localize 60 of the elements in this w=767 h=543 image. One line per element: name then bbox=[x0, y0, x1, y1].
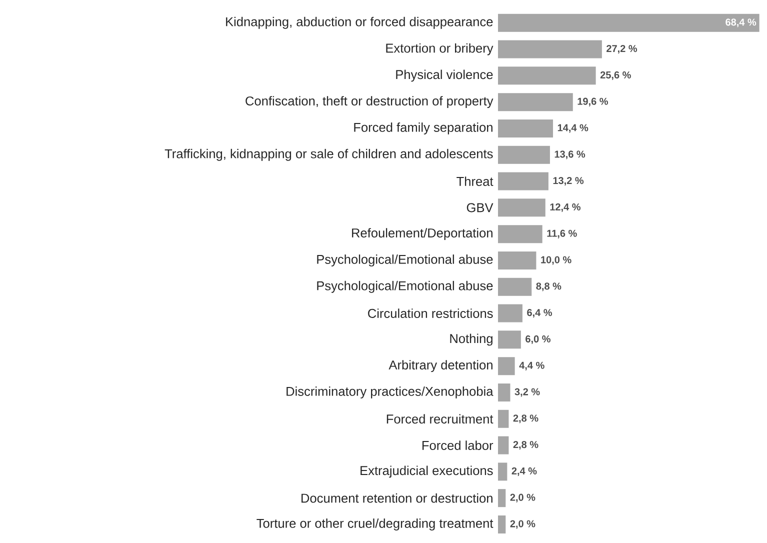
bar bbox=[498, 198, 546, 217]
data-label: 4,4 % bbox=[519, 362, 544, 370]
data-label: 68,4 % bbox=[726, 18, 756, 28]
y-tick-label: Discriminatory practices/Xenophobia bbox=[286, 386, 494, 398]
y-tick-label: Psychological/Emotional abuse bbox=[317, 280, 493, 293]
data-label: 2,0 % bbox=[510, 520, 536, 529]
y-tick-label: Threat bbox=[456, 176, 494, 186]
data-label: 2,8 % bbox=[513, 441, 538, 450]
data-label: 27,2 % bbox=[606, 45, 638, 54]
y-tick-label: Forced recruitment bbox=[386, 414, 494, 424]
y-tick-label: Document retention or destruction bbox=[302, 493, 492, 503]
bar bbox=[498, 146, 550, 164]
y-tick-label: Psychological/Emotional abuse bbox=[317, 254, 493, 266]
y-tick-label: Physical violence bbox=[396, 70, 493, 82]
data-label: 14,4 % bbox=[558, 124, 588, 133]
data-label: 19,6 % bbox=[578, 98, 608, 106]
y-tick-label: Arbitrary detention bbox=[388, 360, 492, 372]
bar bbox=[498, 278, 532, 296]
bar bbox=[498, 357, 515, 376]
bar bbox=[498, 251, 536, 270]
y-tick-label: Torture or other cruel/degrading treatment bbox=[256, 518, 494, 530]
y-tick-label: Nothing bbox=[450, 334, 492, 346]
data-label: 13,6 % bbox=[554, 150, 586, 160]
bar bbox=[498, 225, 542, 244]
data-label: 8,8 % bbox=[536, 282, 562, 292]
bar bbox=[498, 119, 554, 138]
bar bbox=[498, 14, 760, 32]
data-label: 2,8 % bbox=[513, 414, 538, 424]
bar bbox=[498, 410, 509, 428]
y-tick-label: GBV bbox=[466, 203, 494, 212]
bar bbox=[498, 462, 508, 481]
data-label: 2,4 % bbox=[512, 467, 537, 476]
bar bbox=[498, 93, 573, 112]
data-label: 2,0 % bbox=[510, 494, 536, 502]
y-tick-label: Forced labor bbox=[422, 440, 494, 450]
bar bbox=[498, 330, 521, 349]
y-tick-label: Kidnapping, abduction or forced disappearance bbox=[226, 16, 493, 29]
bar bbox=[498, 66, 596, 85]
y-tick-label: Extrajudicial executions bbox=[360, 466, 493, 478]
bar bbox=[498, 436, 509, 454]
bar bbox=[498, 172, 548, 190]
data-label: 13,2 % bbox=[553, 177, 584, 186]
data-label: 11,6 % bbox=[547, 230, 577, 238]
data-label: 10,0 % bbox=[541, 256, 572, 265]
y-tick-label: Extortion or bribery bbox=[386, 43, 494, 56]
data-label: 3,2 % bbox=[514, 388, 540, 397]
y-tick-label: Forced family separation bbox=[354, 122, 492, 134]
y-tick-label: Refoulement/Deportation bbox=[352, 228, 492, 240]
data-label: 6,4 % bbox=[527, 309, 552, 318]
bar bbox=[498, 40, 602, 58]
bar bbox=[498, 515, 506, 534]
data-label: 12,4 % bbox=[550, 203, 580, 212]
bar bbox=[498, 304, 522, 322]
y-tick-label: Circulation restrictions bbox=[368, 308, 493, 318]
data-label: 25,6 % bbox=[600, 71, 631, 80]
y-tick-label: Trafficking, kidnapping or sale of children and adolescents bbox=[164, 148, 493, 161]
data-label: 6,0 % bbox=[526, 335, 550, 344]
y-tick-label: Confiscation, theft or destruction of property bbox=[246, 96, 494, 108]
bar bbox=[498, 489, 506, 508]
bar bbox=[498, 383, 510, 402]
